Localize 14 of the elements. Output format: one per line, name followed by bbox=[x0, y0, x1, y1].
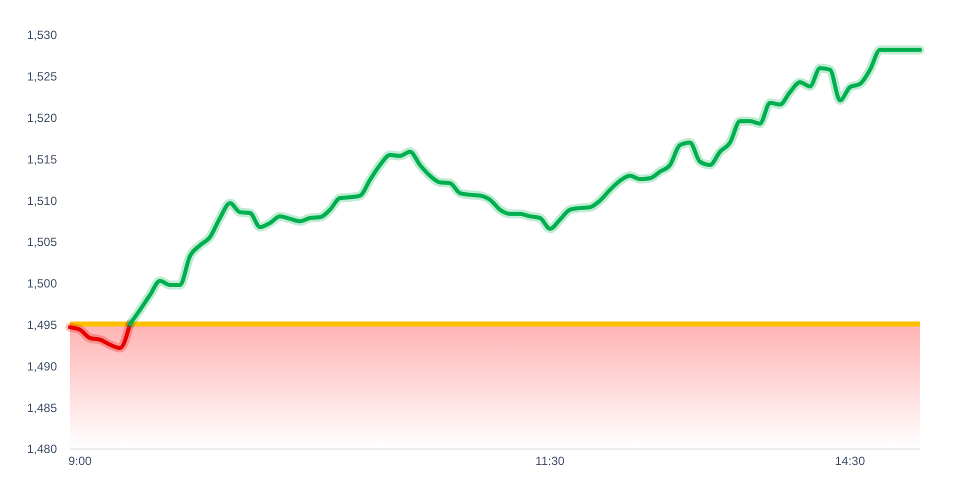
x-tick-label: 14:30 bbox=[834, 454, 866, 468]
y-tick-label: 1,510 bbox=[26, 194, 58, 208]
y-tick-label: 1,505 bbox=[26, 235, 58, 250]
y-tick-label: 1,530 bbox=[26, 28, 58, 42]
y-tick-label: 1,500 bbox=[26, 276, 58, 291]
y-tick-label: 1,480 bbox=[26, 442, 58, 456]
y-tick-label: 1,525 bbox=[26, 70, 58, 84]
y-tick-label: 1,515 bbox=[26, 152, 58, 166]
x-tick-label: 11:30 bbox=[535, 454, 565, 468]
y-tick-label: 1,485 bbox=[26, 400, 58, 415]
y-tick-label: 1,495 bbox=[26, 318, 58, 332]
y-tick-label: 1,490 bbox=[26, 359, 58, 374]
x-tick-label: 9:00 bbox=[68, 454, 92, 468]
y-tick-label: 1,520 bbox=[26, 111, 58, 125]
